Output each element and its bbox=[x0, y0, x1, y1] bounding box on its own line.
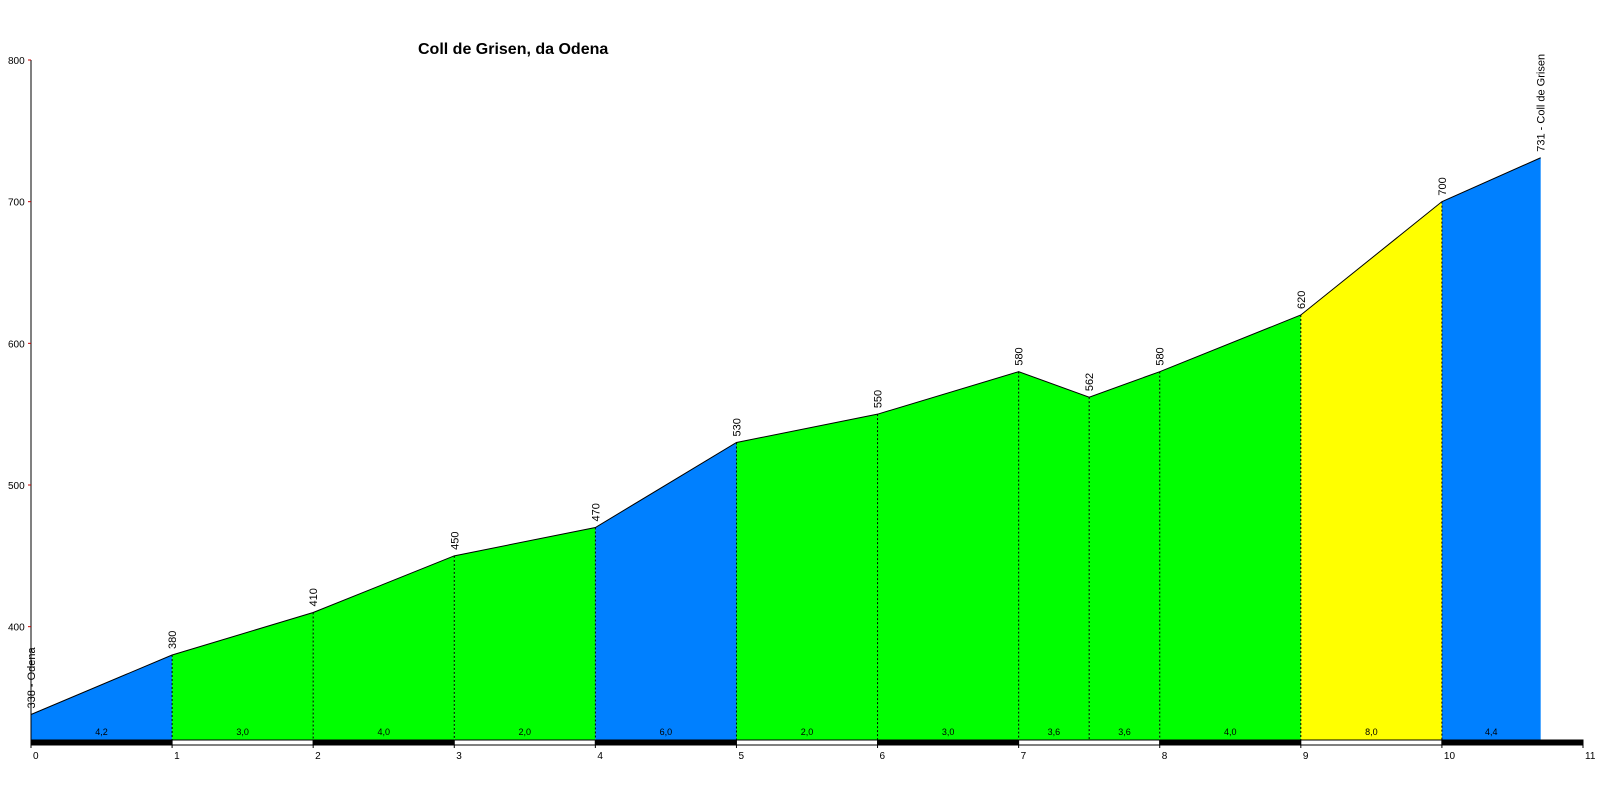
segment-area bbox=[736, 414, 878, 740]
km-bar bbox=[1159, 739, 1302, 746]
segment-area bbox=[595, 442, 737, 740]
y-tick-label: 700 bbox=[8, 198, 25, 209]
point-label: 620 bbox=[1296, 291, 1308, 309]
x-tick-label: 6 bbox=[880, 751, 886, 762]
point-label: 410 bbox=[308, 588, 320, 606]
x-tick-label: 9 bbox=[1303, 751, 1309, 762]
x-tick-label: 1 bbox=[174, 751, 180, 762]
point-label: 450 bbox=[449, 531, 461, 549]
point-label: 470 bbox=[590, 503, 602, 521]
point-label: 580 bbox=[1155, 347, 1167, 365]
gradient-label: 3,6 bbox=[1118, 727, 1131, 737]
x-tick-label: 10 bbox=[1444, 751, 1456, 762]
km-bar bbox=[171, 739, 314, 746]
point-label: 380 bbox=[167, 631, 179, 649]
km-bar bbox=[1441, 739, 1584, 746]
km-bar bbox=[594, 739, 737, 746]
gradient-label: 2,0 bbox=[801, 727, 814, 737]
point-label: 562 bbox=[1084, 373, 1096, 391]
x-tick-label: 11 bbox=[1585, 751, 1596, 762]
chart-title: Coll de Grisen, da Odena bbox=[418, 41, 608, 58]
segment-area bbox=[31, 655, 173, 740]
profile-line bbox=[30, 157, 1541, 715]
point-label: 338 - Odena bbox=[26, 646, 38, 708]
km-bar bbox=[735, 739, 879, 746]
x-tick-label: 7 bbox=[1021, 751, 1027, 762]
y-tick-label: 600 bbox=[8, 339, 25, 350]
gradient-label: 4,2 bbox=[95, 727, 108, 737]
segment-area bbox=[1089, 371, 1160, 740]
x-tick-label: 4 bbox=[597, 751, 603, 762]
x-tick-label: 5 bbox=[738, 751, 744, 762]
segment-area bbox=[172, 612, 314, 740]
x-tick-label: 2 bbox=[315, 751, 321, 762]
gradient-label: 3,0 bbox=[236, 727, 249, 737]
km-bar bbox=[30, 739, 173, 746]
segment-area bbox=[1441, 157, 1541, 740]
point-label: 550 bbox=[873, 390, 885, 408]
gradient-label: 2,0 bbox=[519, 727, 532, 737]
segment-area bbox=[1018, 371, 1090, 740]
gradient-label: 4,0 bbox=[377, 727, 390, 737]
gradient-label: 4,0 bbox=[1224, 727, 1237, 737]
y-tick-label: 800 bbox=[8, 56, 25, 67]
point-label: 731 - Coll de Grisen bbox=[1536, 54, 1548, 152]
point-label: 700 bbox=[1437, 177, 1449, 195]
x-tick-label: 0 bbox=[33, 751, 39, 762]
km-bar bbox=[312, 739, 455, 746]
x-tick-label: 3 bbox=[456, 751, 462, 762]
gradient-label: 3,6 bbox=[1048, 727, 1061, 737]
gradient-label: 4,4 bbox=[1485, 727, 1498, 737]
km-bar bbox=[877, 739, 1020, 746]
y-tick-label: 500 bbox=[8, 481, 25, 492]
km-bar bbox=[1300, 739, 1443, 746]
segment-area bbox=[1300, 201, 1442, 740]
segment-area bbox=[313, 555, 455, 740]
segment-area bbox=[454, 527, 596, 740]
gradient-label: 3,0 bbox=[942, 727, 955, 737]
gradient-label: 6,0 bbox=[660, 727, 673, 737]
km-bar bbox=[1018, 739, 1161, 746]
y-tick-label: 400 bbox=[8, 623, 25, 634]
segment-area bbox=[877, 371, 1019, 740]
km-bar bbox=[453, 739, 596, 746]
point-label: 530 bbox=[731, 418, 743, 436]
x-tick-label: 8 bbox=[1162, 751, 1168, 762]
segment-area bbox=[1159, 315, 1301, 740]
gradient-label: 8,0 bbox=[1365, 727, 1378, 737]
point-label: 580 bbox=[1014, 347, 1026, 365]
